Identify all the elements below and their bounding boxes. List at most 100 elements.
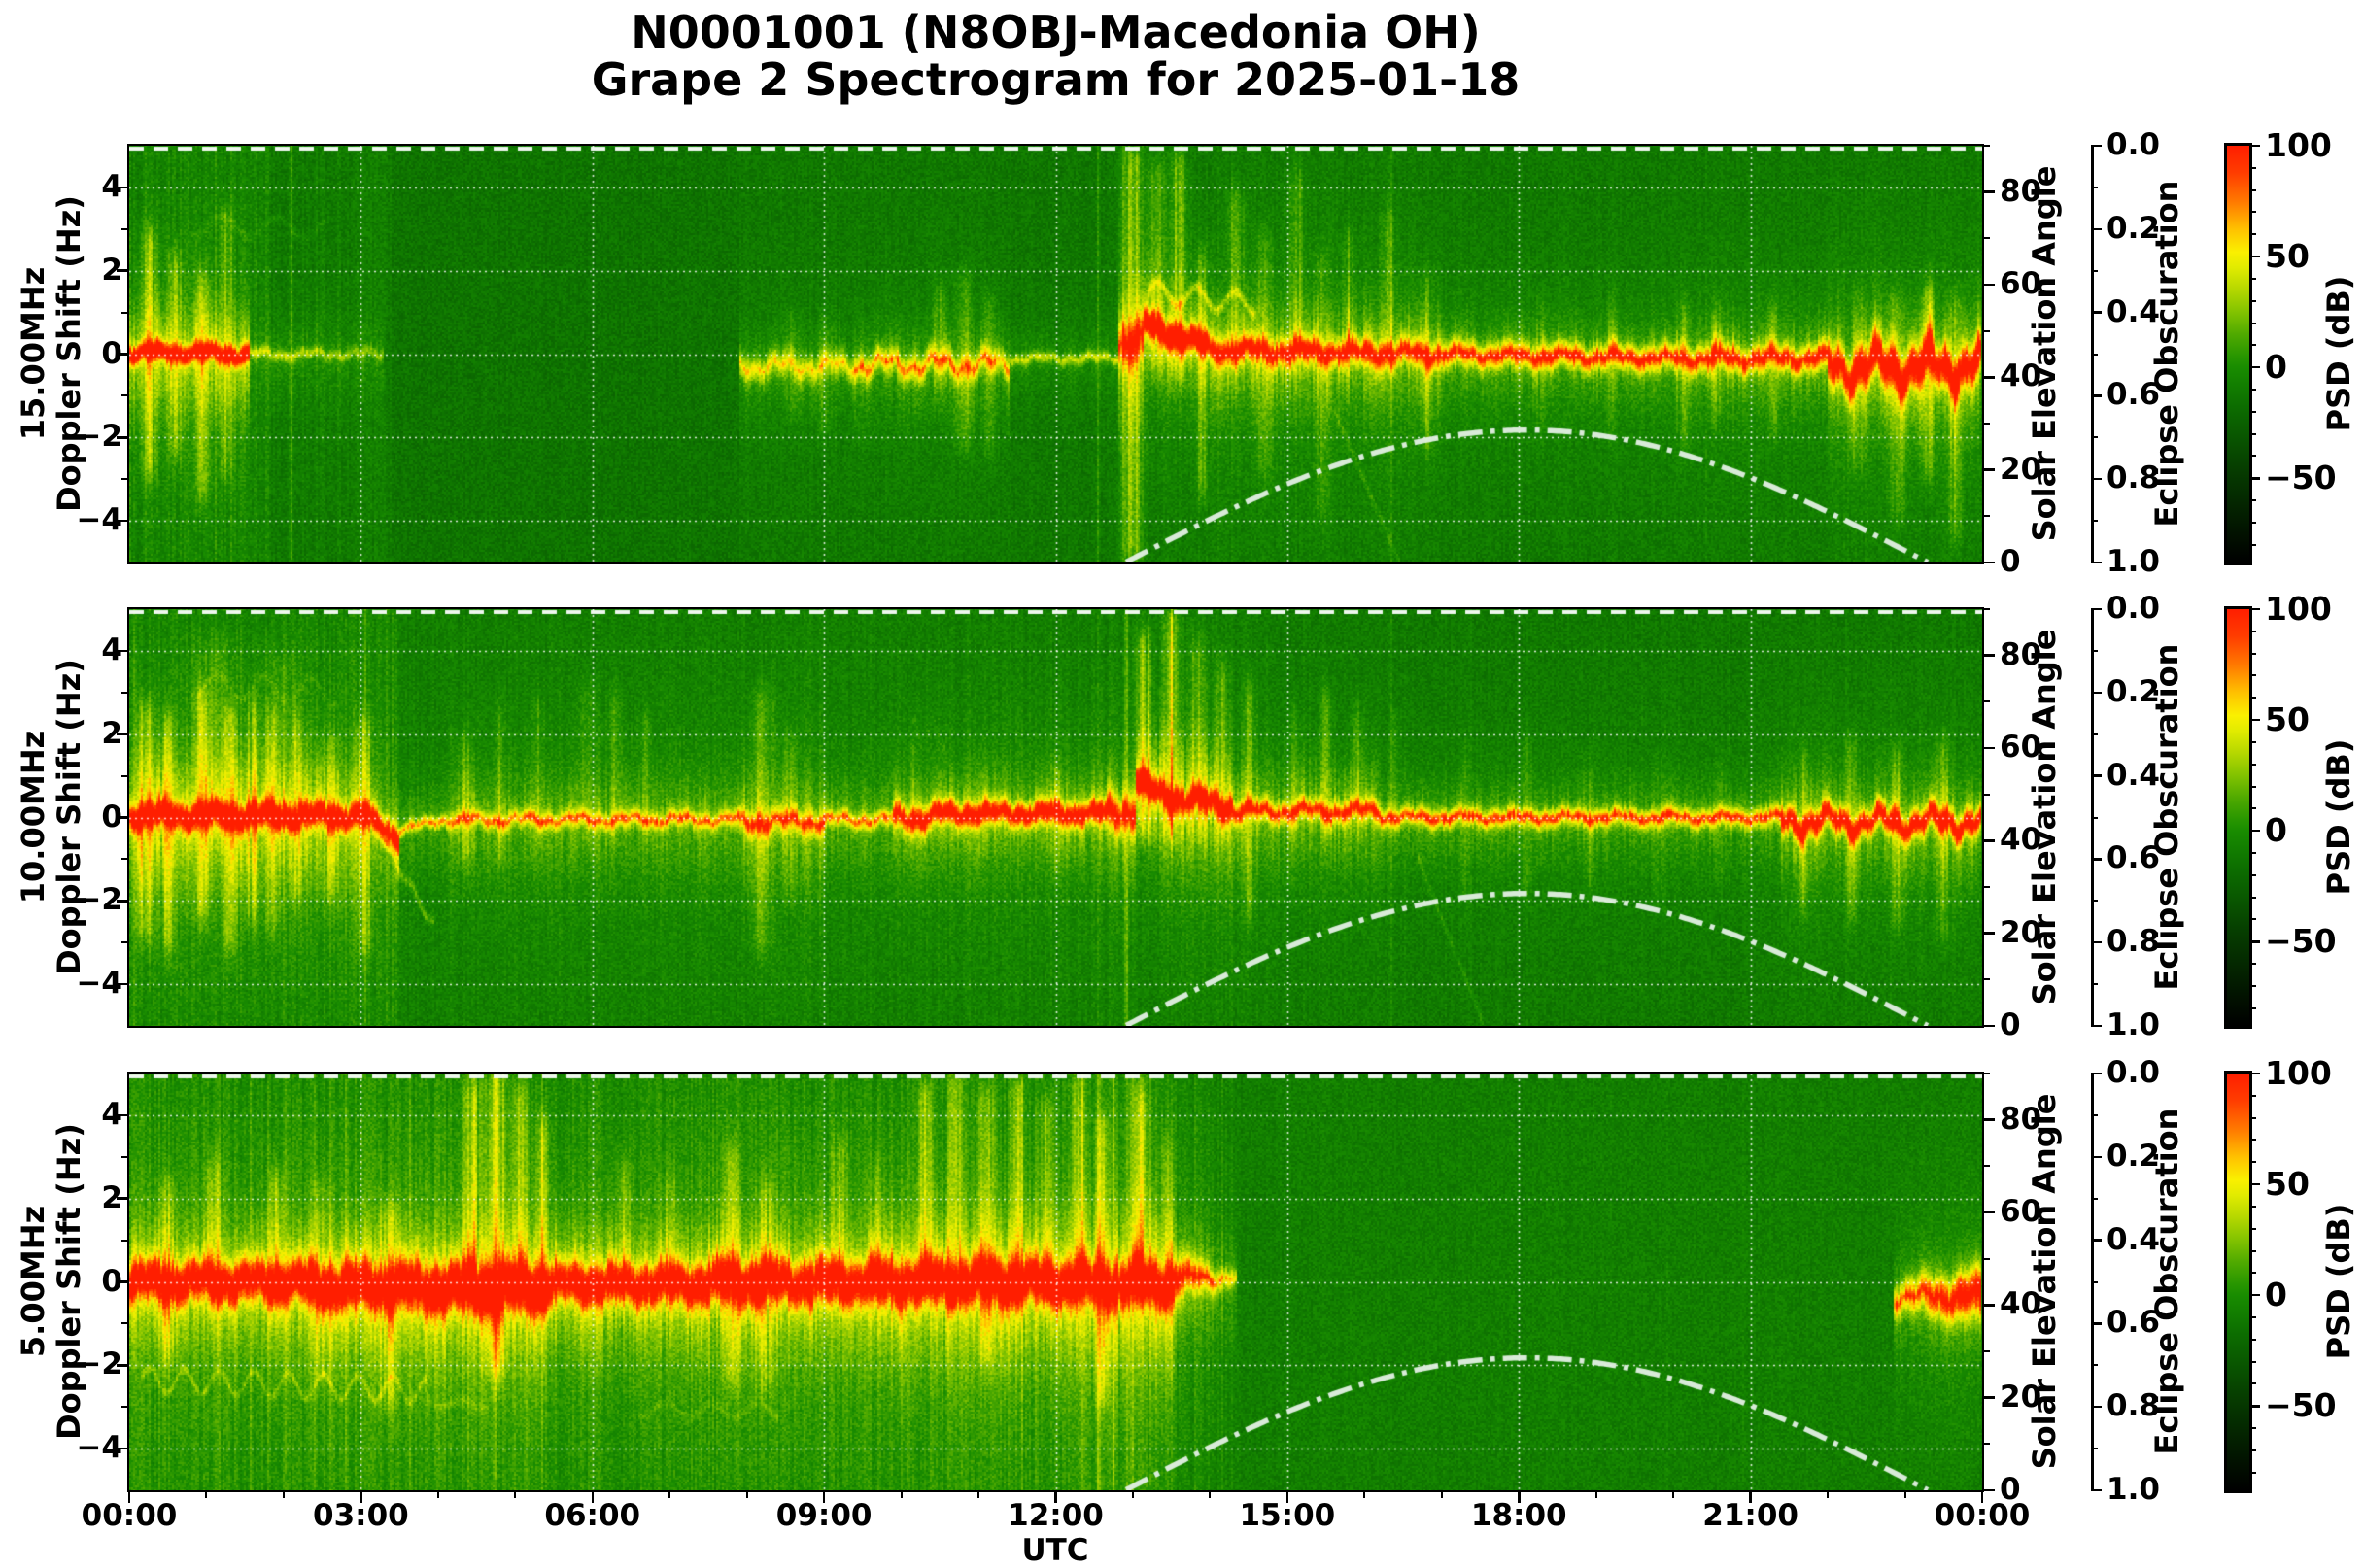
spectrogram-panel-10mhz <box>127 607 1984 1028</box>
solar-minor-tick <box>1982 700 1990 703</box>
x-major-tick <box>127 1490 131 1503</box>
eclipse-tick-label: 0.4 <box>2107 293 2160 329</box>
doppler-minor-tick <box>121 1322 129 1325</box>
colorbar-minor-tick <box>2250 543 2256 546</box>
x-minor-tick <box>1827 1490 1830 1498</box>
eclipse-tick-label: 0.0 <box>2107 591 2160 626</box>
eclipse-minor-tick <box>2091 733 2098 735</box>
solar-minor-tick <box>1982 793 1990 796</box>
colorbar-minor-tick <box>2250 188 2256 191</box>
x-tick-label: 03:00 <box>313 1498 409 1533</box>
psd-colorbar <box>2224 606 2252 1029</box>
colorbar-major-tick <box>2250 607 2260 611</box>
colorbar-minor-tick <box>2250 1161 2256 1164</box>
eclipse-major-tick <box>2091 1239 2102 1242</box>
colorbar-minor-tick <box>2250 896 2256 899</box>
eclipse-tick-label: 0.6 <box>2107 377 2160 413</box>
solar-minor-tick <box>1982 329 1990 332</box>
colorbar-minor-tick <box>2250 1382 2256 1385</box>
colorbar-minor-tick <box>2250 1471 2256 1474</box>
doppler-minor-tick <box>121 1239 129 1242</box>
doppler-tick-label: −2 <box>76 882 122 918</box>
x-tick-label: 12:00 <box>1008 1498 1104 1533</box>
x-major-tick <box>360 1490 362 1503</box>
doppler-minor-tick <box>121 311 129 314</box>
x-tick-label: 09:00 <box>775 1498 873 1533</box>
doppler-minor-tick <box>121 478 129 481</box>
x-minor-tick <box>900 1490 903 1498</box>
doppler-major-tick <box>117 1447 129 1450</box>
colorbar-tick-label: 50 <box>2265 1165 2310 1204</box>
colorbar-minor-tick <box>2250 1272 2256 1275</box>
solar-minor-tick <box>1982 1443 1990 1446</box>
doppler-major-tick <box>117 269 129 272</box>
figure-title-line2: Grape 2 Spectrogram for 2025-01-18 <box>591 53 1521 106</box>
eclipse-minor-tick <box>2091 1197 2098 1200</box>
eclipse-tick-label: 0.4 <box>2107 757 2160 793</box>
doppler-tick-label: 0 <box>101 335 122 371</box>
eclipse-tick-label: 0.2 <box>2107 1138 2160 1174</box>
colorbar-tick-label: 100 <box>2265 1054 2332 1092</box>
solar-tick-label: 60 <box>2000 266 2042 301</box>
eclipse-minor-tick <box>2091 1364 2098 1367</box>
colorbar-minor-tick <box>2250 233 2256 236</box>
colorbar-minor-tick <box>2250 652 2256 655</box>
colorbar-minor-tick <box>2250 1094 2256 1097</box>
colorbar-tick-label: 50 <box>2265 700 2310 739</box>
solar-tick-label: 20 <box>2000 451 2042 487</box>
eclipse-major-tick <box>2091 1488 2102 1492</box>
x-tick-label: 00:00 <box>1934 1498 2031 1533</box>
eclipse-minor-tick <box>2091 353 2098 356</box>
eclipse-tick-label: 1.0 <box>2107 1472 2160 1507</box>
doppler-major-tick <box>117 1280 129 1283</box>
solar-tick-label: 40 <box>2000 822 2042 858</box>
x-major-tick <box>1518 1490 1521 1503</box>
colorbar-minor-tick <box>2250 630 2256 632</box>
solar-minor-tick <box>1982 423 1990 425</box>
colorbar-minor-tick <box>2250 299 2256 302</box>
colorbar-major-tick <box>2250 1405 2260 1408</box>
doppler-major-tick <box>117 1364 129 1367</box>
x-minor-tick <box>205 1490 208 1498</box>
colorbar-minor-tick <box>2250 432 2256 435</box>
x-major-tick <box>1054 1490 1057 1503</box>
solar-major-tick <box>1982 654 1995 657</box>
eclipse-major-tick <box>2091 311 2102 314</box>
colorbar-minor-tick <box>2250 1316 2256 1318</box>
colorbar-tick-label: −50 <box>2265 459 2337 497</box>
eclipse-tick-label: 0.6 <box>2107 840 2160 876</box>
colorbar-minor-tick <box>2250 697 2256 699</box>
eclipse-minor-tick <box>2091 983 2098 986</box>
solar-minor-tick <box>1982 1073 1990 1074</box>
eclipse-minor-tick <box>2091 436 2098 439</box>
eclipse-major-tick <box>2091 607 2102 611</box>
colorbar-major-tick <box>2250 829 2260 833</box>
eclipse-major-tick <box>2091 1322 2102 1325</box>
doppler-minor-tick <box>121 941 129 944</box>
colorbar-minor-tick <box>2250 211 2256 214</box>
x-major-tick <box>591 1490 594 1503</box>
colorbar-tick-label: 0 <box>2265 348 2287 387</box>
psd-colorbar <box>2224 1071 2252 1493</box>
figure-title-line1: N0001001 (N8OBJ-Macedonia OH) <box>631 6 1481 58</box>
solar-minor-tick <box>1982 886 1990 888</box>
colorbar-minor-tick <box>2250 322 2256 324</box>
eclipse-tick-label: 1.0 <box>2107 1007 2160 1042</box>
doppler-major-tick <box>117 186 129 189</box>
doppler-major-tick <box>117 900 129 903</box>
x-tick-label: 21:00 <box>1702 1498 1799 1533</box>
solar-minor-tick <box>1982 608 1990 610</box>
doppler-tick-label: 4 <box>101 1096 122 1132</box>
solar-major-tick <box>1982 190 1995 193</box>
colorbar-minor-tick <box>2250 344 2256 347</box>
solar-tick-label: 0 <box>2000 1007 2021 1042</box>
doppler-major-tick <box>117 816 129 819</box>
spectrogram-panel-15mhz <box>127 144 1984 564</box>
eclipse-tick-label: 0.8 <box>2107 924 2160 960</box>
doppler-major-tick <box>117 649 129 653</box>
x-tick-label: 18:00 <box>1470 1498 1567 1533</box>
eclipse-tick-label: 0.8 <box>2107 460 2160 496</box>
solar-major-tick <box>1982 468 1995 471</box>
eclipse-major-tick <box>2091 477 2102 481</box>
